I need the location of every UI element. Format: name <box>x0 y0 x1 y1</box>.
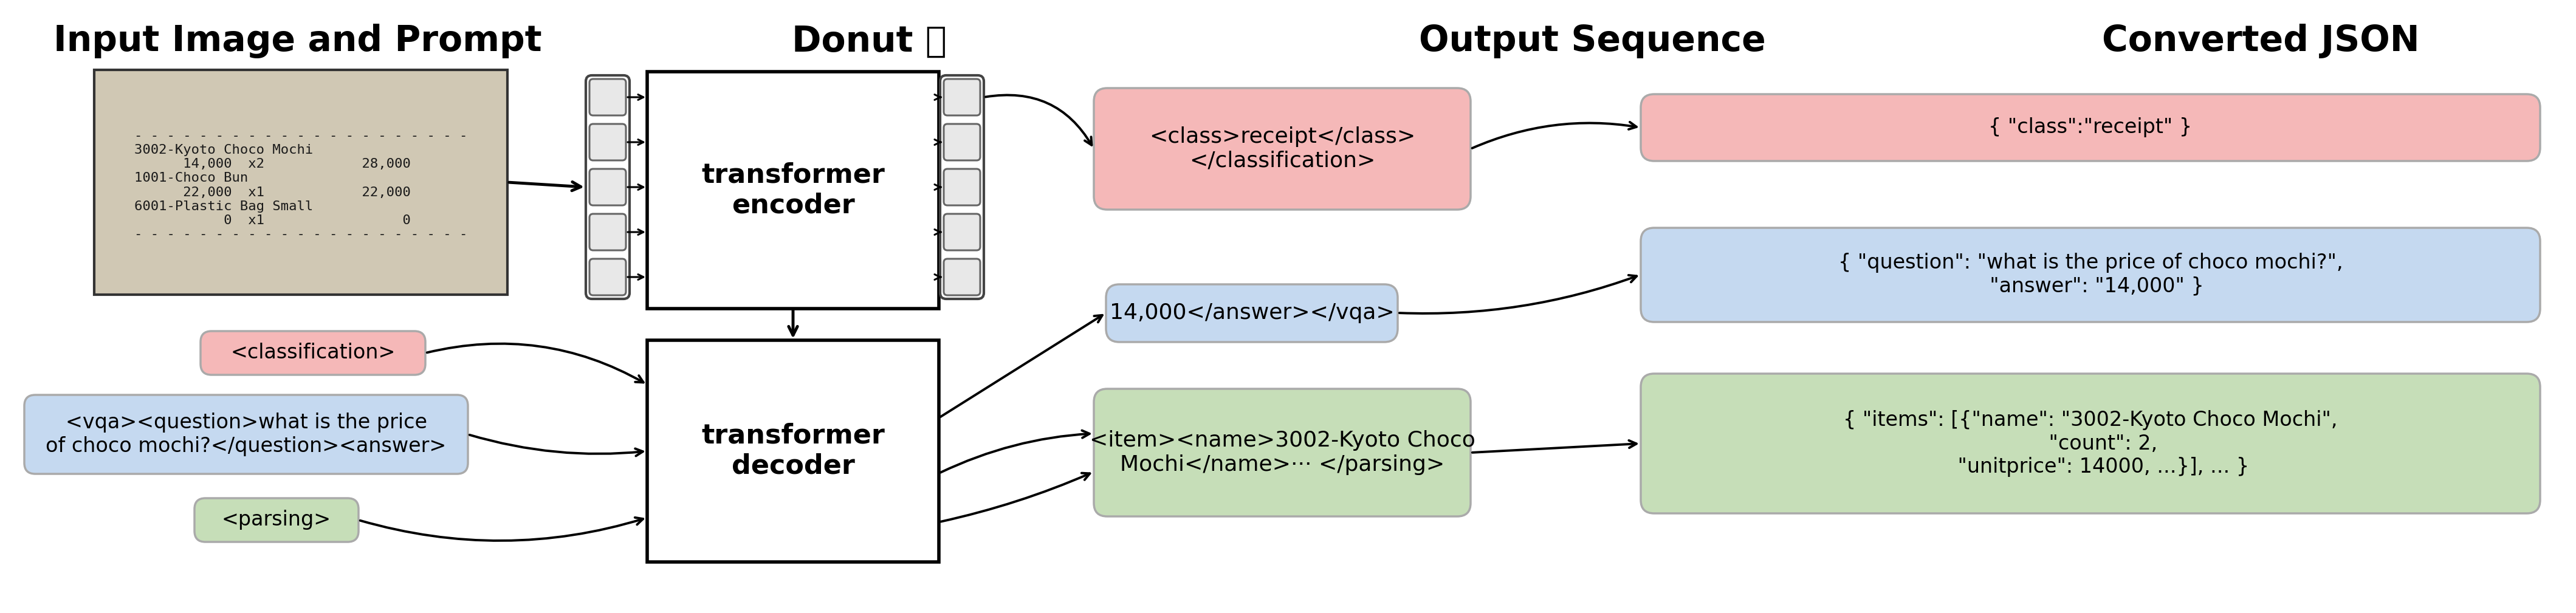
FancyBboxPatch shape <box>943 79 981 115</box>
FancyBboxPatch shape <box>590 214 626 250</box>
FancyBboxPatch shape <box>1641 228 2540 322</box>
FancyBboxPatch shape <box>590 79 626 115</box>
FancyBboxPatch shape <box>23 395 469 474</box>
FancyBboxPatch shape <box>1641 374 2540 513</box>
Bar <box>647 72 938 308</box>
Text: <classification>: <classification> <box>229 343 397 363</box>
FancyBboxPatch shape <box>1095 389 1471 516</box>
FancyBboxPatch shape <box>1105 284 1399 342</box>
Text: <item><name>3002-Kyoto Choco
Mochi</name>··· </parsing>: <item><name>3002-Kyoto Choco Mochi</name… <box>1090 430 1476 475</box>
FancyBboxPatch shape <box>590 259 626 295</box>
FancyBboxPatch shape <box>590 169 626 205</box>
FancyBboxPatch shape <box>943 124 981 161</box>
Text: transformer
decoder: transformer decoder <box>701 422 884 479</box>
Text: Converted JSON: Converted JSON <box>2102 24 2419 59</box>
FancyBboxPatch shape <box>201 331 425 375</box>
Text: { "items": [{"name": "3002-Kyoto Choco Mochi",
    "count": 2,
    "unitprice": : { "items": [{"name": "3002-Kyoto Choco M… <box>1844 410 2336 477</box>
Text: <parsing>: <parsing> <box>222 510 332 530</box>
FancyBboxPatch shape <box>193 498 358 542</box>
Text: Input Image and Prompt: Input Image and Prompt <box>54 24 541 59</box>
Text: 14,000</answer></vqa>: 14,000</answer></vqa> <box>1110 303 1394 323</box>
Bar <box>95 70 507 295</box>
FancyBboxPatch shape <box>943 214 981 250</box>
Text: Donut 🍩: Donut 🍩 <box>791 24 945 59</box>
FancyBboxPatch shape <box>943 169 981 205</box>
FancyBboxPatch shape <box>1095 88 1471 210</box>
FancyBboxPatch shape <box>943 259 981 295</box>
Text: <class>receipt</class>
</classification>: <class>receipt</class> </classification> <box>1149 126 1414 171</box>
Bar <box>647 340 938 562</box>
Text: transformer
encoder: transformer encoder <box>701 162 884 218</box>
FancyBboxPatch shape <box>590 124 626 161</box>
Text: { "class":"receipt" }: { "class":"receipt" } <box>1989 118 2192 137</box>
Text: <vqa><question>what is the price
of choco mochi?</question><answer>: <vqa><question>what is the price of choc… <box>46 413 446 456</box>
Text: { "question": "what is the price of choco mochi?",
  "answer": "14,000" }: { "question": "what is the price of choc… <box>1839 253 2342 296</box>
Text: Output Sequence: Output Sequence <box>1419 24 1765 59</box>
FancyBboxPatch shape <box>1641 94 2540 161</box>
Text: - - - - - - - - - - - - - - - - - - - - -
3002-Kyoto Choco Mochi
      14,000  x: - - - - - - - - - - - - - - - - - - - - … <box>134 130 466 241</box>
